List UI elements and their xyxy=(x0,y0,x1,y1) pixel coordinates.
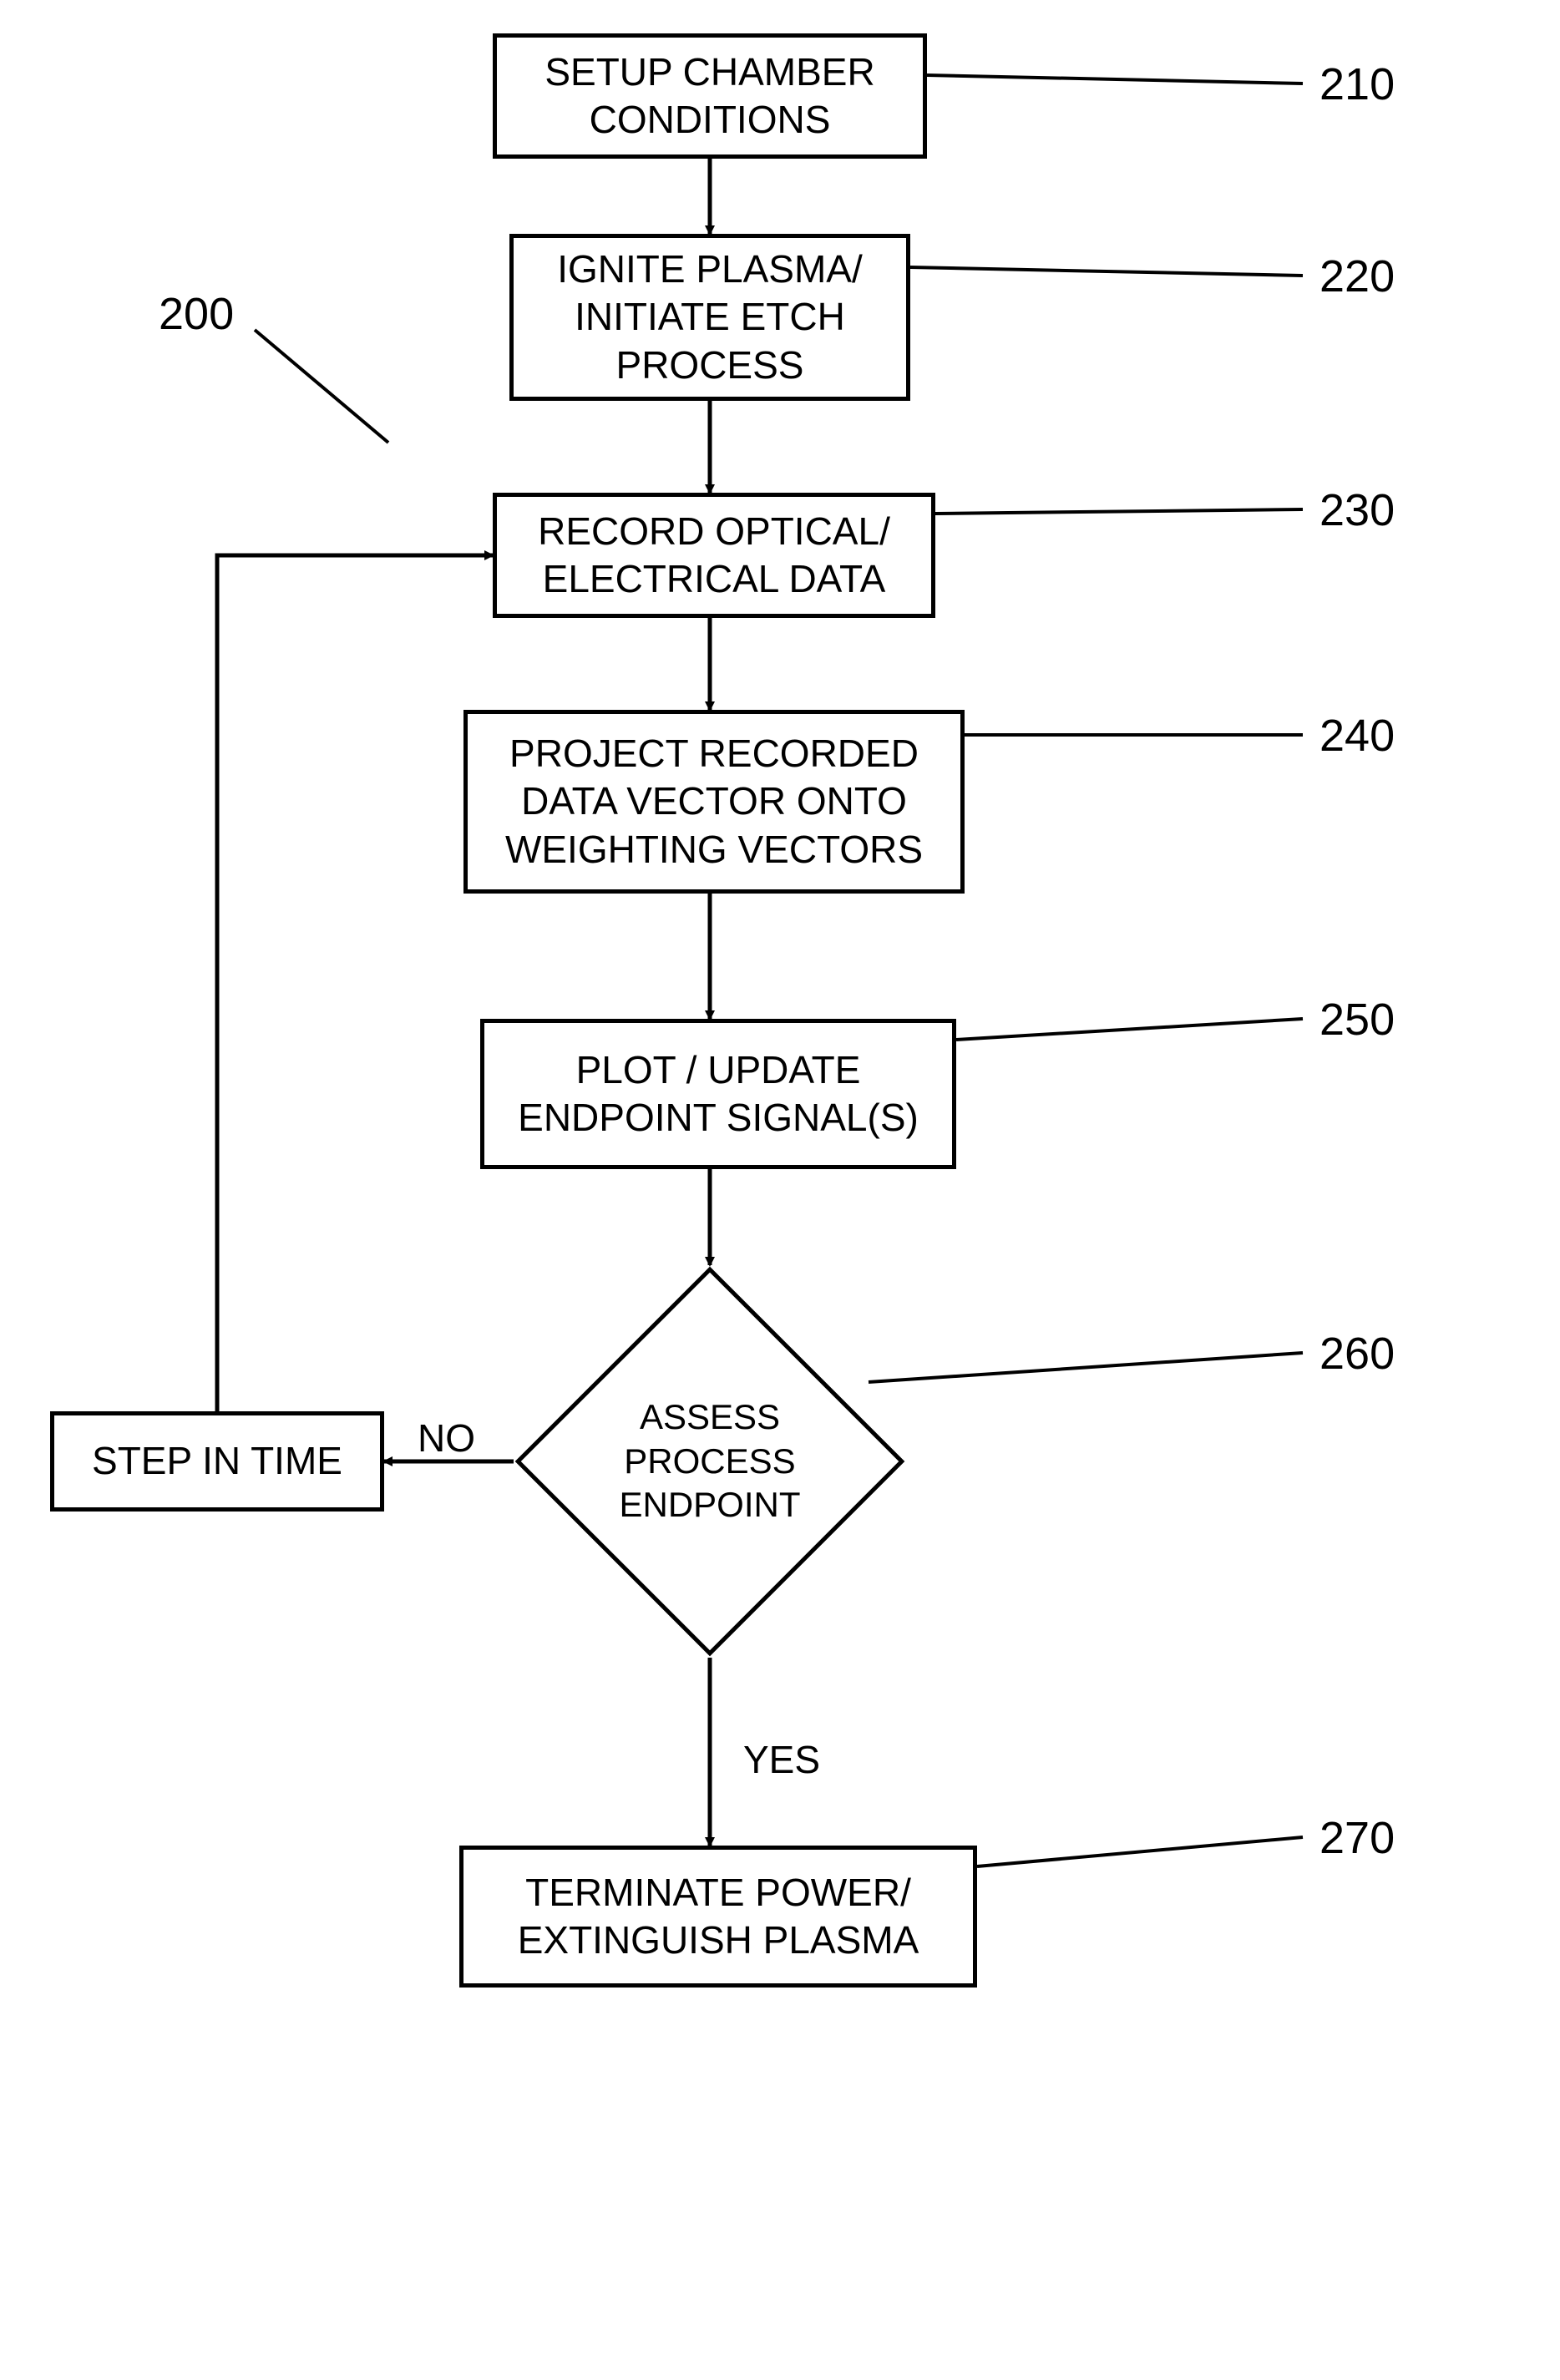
flowchart: SETUP CHAMBERCONDITIONS IGNITE PLASMA/IN… xyxy=(0,0,1560,2380)
node-label: PROJECT RECORDEDDATA VECTOR ONTOWEIGHTIN… xyxy=(505,730,923,874)
node-setup-chamber: SETUP CHAMBERCONDITIONS xyxy=(493,33,927,159)
label-text: 220 xyxy=(1319,251,1395,301)
node-label: RECORD OPTICAL/ELECTRICAL DATA xyxy=(538,508,890,604)
node-assess-endpoint: ASSESSPROCESSENDPOINT xyxy=(572,1324,848,1599)
node-label: IGNITE PLASMA/INITIATE ETCHPROCESS xyxy=(557,246,863,390)
edge-label-no: NO xyxy=(418,1415,475,1461)
node-record-data: RECORD OPTICAL/ELECTRICAL DATA xyxy=(493,493,935,618)
node-terminate-power: TERMINATE POWER/EXTINGUISH PLASMA xyxy=(459,1846,977,1988)
label-text: 260 xyxy=(1319,1329,1395,1379)
node-label: ASSESSPROCESSENDPOINT xyxy=(619,1395,800,1527)
label-text: 230 xyxy=(1319,485,1395,535)
label-text: NO xyxy=(418,1416,475,1460)
node-label: PLOT / UPDATEENDPOINT SIGNAL(S) xyxy=(518,1046,919,1142)
node-plot-endpoint: PLOT / UPDATEENDPOINT SIGNAL(S) xyxy=(480,1019,956,1169)
node-project-vectors: PROJECT RECORDEDDATA VECTOR ONTOWEIGHTIN… xyxy=(463,710,965,894)
node-ignite-plasma: IGNITE PLASMA/INITIATE ETCHPROCESS xyxy=(509,234,910,401)
ref-label-220: 220 xyxy=(1319,251,1395,302)
node-step-in-time: STEP IN TIME xyxy=(50,1411,384,1512)
label-text: 270 xyxy=(1319,1813,1395,1863)
label-text: 210 xyxy=(1319,59,1395,109)
label-text: 240 xyxy=(1319,711,1395,761)
node-label: STEP IN TIME xyxy=(92,1437,342,1486)
ref-label-240: 240 xyxy=(1319,710,1395,762)
edge-label-yes: YES xyxy=(743,1737,820,1782)
node-label: TERMINATE POWER/EXTINGUISH PLASMA xyxy=(518,1869,919,1965)
ref-label-230: 230 xyxy=(1319,484,1395,536)
ref-label-200: 200 xyxy=(159,288,234,340)
node-label: SETUP CHAMBERCONDITIONS xyxy=(544,48,874,144)
ref-label-250: 250 xyxy=(1319,994,1395,1046)
ref-label-260: 260 xyxy=(1319,1328,1395,1380)
label-text: 250 xyxy=(1319,995,1395,1045)
label-text: YES xyxy=(743,1738,820,1781)
label-text: 200 xyxy=(159,289,234,339)
ref-label-210: 210 xyxy=(1319,58,1395,110)
ref-label-270: 270 xyxy=(1319,1812,1395,1864)
